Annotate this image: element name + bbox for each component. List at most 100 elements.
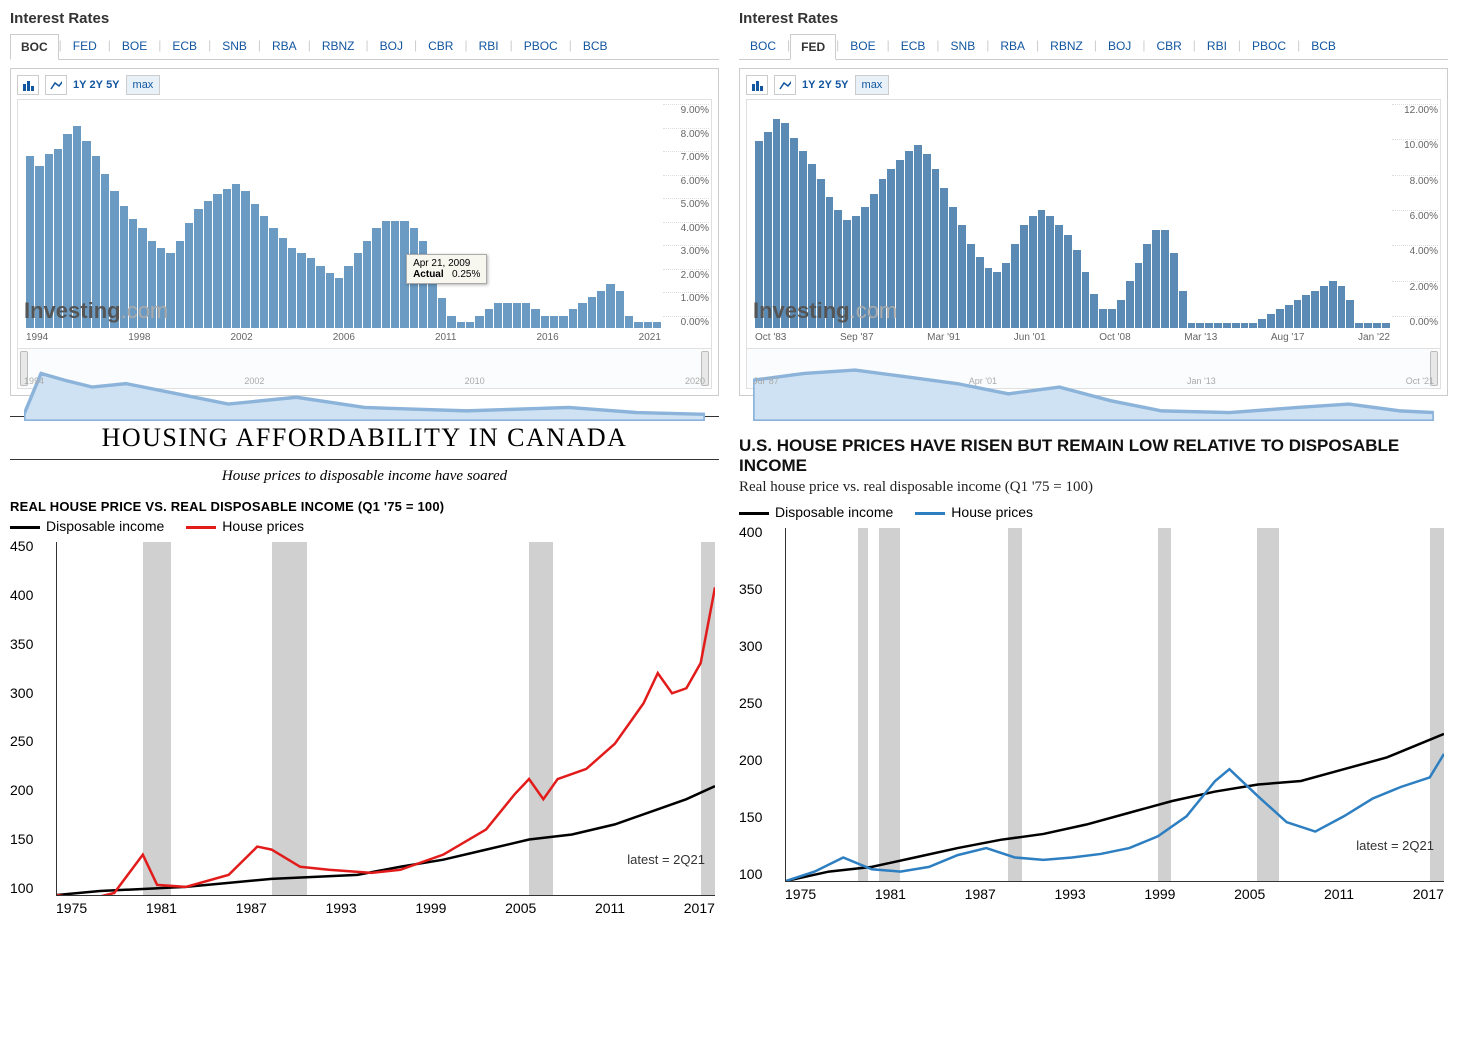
bar[interactable] xyxy=(1196,323,1204,328)
left-bar-chart[interactable]: 9.00%8.00%7.00%6.00%5.00%4.00%3.00%2.00%… xyxy=(17,99,712,349)
bar[interactable] xyxy=(1117,300,1125,328)
tab-cbr[interactable]: CBR xyxy=(1145,33,1192,59)
bar[interactable] xyxy=(588,297,596,328)
bar[interactable] xyxy=(993,272,1001,328)
bar[interactable] xyxy=(297,253,305,328)
bar[interactable] xyxy=(307,258,315,328)
bar[interactable] xyxy=(625,316,633,328)
max-button[interactable]: max xyxy=(855,75,890,95)
bar[interactable] xyxy=(1258,319,1266,328)
tab-fed[interactable]: FED xyxy=(62,33,108,59)
bar[interactable] xyxy=(1143,244,1151,328)
bar[interactable] xyxy=(976,257,984,328)
bar[interactable] xyxy=(1135,263,1143,328)
bar[interactable] xyxy=(1170,253,1178,328)
bar[interactable] xyxy=(1232,323,1240,328)
bar[interactable] xyxy=(288,248,296,328)
bar[interactable] xyxy=(185,223,193,328)
bar[interactable] xyxy=(531,309,539,328)
tab-bcb[interactable]: BCB xyxy=(1300,33,1347,59)
bar[interactable] xyxy=(1038,210,1046,328)
bar[interactable] xyxy=(522,303,530,328)
bar[interactable] xyxy=(940,188,948,328)
bar[interactable] xyxy=(1285,305,1293,328)
tab-boc[interactable]: BOC xyxy=(739,33,787,59)
tab-ecb[interactable]: ECB xyxy=(890,33,937,59)
bar[interactable] xyxy=(569,309,577,328)
tab-boe[interactable]: BOE xyxy=(111,33,158,59)
bar[interactable] xyxy=(354,253,362,328)
bar[interactable] xyxy=(1338,286,1346,328)
left-minimap[interactable]: 1994200220102020 xyxy=(17,349,712,389)
bar[interactable] xyxy=(326,273,334,328)
bar[interactable] xyxy=(344,266,352,328)
bar[interactable] xyxy=(914,145,922,328)
bar[interactable] xyxy=(513,303,521,328)
bar[interactable] xyxy=(475,316,483,328)
bar[interactable] xyxy=(1294,300,1302,328)
bar[interactable] xyxy=(773,119,781,328)
bar[interactable] xyxy=(644,322,652,328)
bar[interactable] xyxy=(176,241,184,328)
bar[interactable] xyxy=(466,322,474,328)
bar[interactable] xyxy=(194,209,202,328)
period-2Y[interactable]: 2Y xyxy=(90,79,103,91)
bar[interactable] xyxy=(550,316,558,328)
bar[interactable] xyxy=(896,160,904,328)
bar[interactable] xyxy=(1090,294,1098,328)
bar[interactable] xyxy=(213,194,221,328)
bar[interactable] xyxy=(204,201,212,328)
period-5Y[interactable]: 5Y xyxy=(835,79,848,91)
max-button[interactable]: max xyxy=(126,75,161,95)
bar[interactable] xyxy=(1011,244,1019,328)
bar[interactable] xyxy=(949,207,957,328)
tab-boc[interactable]: BOC xyxy=(10,34,59,60)
bar[interactable] xyxy=(1214,323,1222,328)
tab-rbnz[interactable]: RBNZ xyxy=(311,33,366,59)
bar[interactable] xyxy=(541,316,549,328)
bar[interactable] xyxy=(251,204,259,328)
bar[interactable] xyxy=(503,303,511,328)
tab-boj[interactable]: BOJ xyxy=(369,33,414,59)
tab-rbi[interactable]: RBI xyxy=(1196,33,1238,59)
bar[interactable] xyxy=(958,225,966,328)
bar[interactable] xyxy=(260,216,268,328)
line-chart-icon[interactable] xyxy=(45,75,67,95)
bar[interactable] xyxy=(363,241,371,328)
right-bar-chart[interactable]: 12.00%10.00%8.00%6.00%4.00%2.00%0.00% Oc… xyxy=(746,99,1441,349)
tab-rbnz[interactable]: RBNZ xyxy=(1039,33,1094,59)
bar[interactable] xyxy=(1055,225,1063,328)
right-minimap[interactable]: Jul '87Apr '01Jan '13Oct '21 xyxy=(746,349,1441,389)
bar[interactable] xyxy=(1276,309,1284,328)
bar[interactable] xyxy=(616,291,624,328)
bar[interactable] xyxy=(597,291,605,328)
bar[interactable] xyxy=(1152,230,1160,328)
tab-snb[interactable]: SNB xyxy=(211,33,258,59)
bar[interactable] xyxy=(1364,323,1372,328)
period-1Y[interactable]: 1Y xyxy=(73,79,86,91)
bar[interactable] xyxy=(923,154,931,328)
bar[interactable] xyxy=(447,316,455,328)
bar[interactable] xyxy=(1311,291,1319,328)
bar[interactable] xyxy=(241,191,249,328)
bar[interactable] xyxy=(335,278,343,328)
bar-chart-icon[interactable] xyxy=(746,75,768,95)
bar[interactable] xyxy=(382,221,390,328)
bar[interactable] xyxy=(269,228,277,328)
bar[interactable] xyxy=(1241,323,1249,328)
bar[interactable] xyxy=(653,322,661,328)
tab-rba[interactable]: RBA xyxy=(989,33,1036,59)
bar[interactable] xyxy=(1355,323,1363,328)
bar[interactable] xyxy=(316,266,324,328)
bar[interactable] xyxy=(494,303,502,328)
bar[interactable] xyxy=(1020,225,1028,328)
bar[interactable] xyxy=(372,228,380,328)
bar[interactable] xyxy=(391,221,399,328)
bar[interactable] xyxy=(1382,323,1390,328)
line-chart-icon[interactable] xyxy=(774,75,796,95)
bar[interactable] xyxy=(985,268,993,328)
bar[interactable] xyxy=(1267,314,1275,328)
bar[interactable] xyxy=(223,189,231,328)
bar[interactable] xyxy=(1223,323,1231,328)
period-1Y[interactable]: 1Y xyxy=(802,79,815,91)
